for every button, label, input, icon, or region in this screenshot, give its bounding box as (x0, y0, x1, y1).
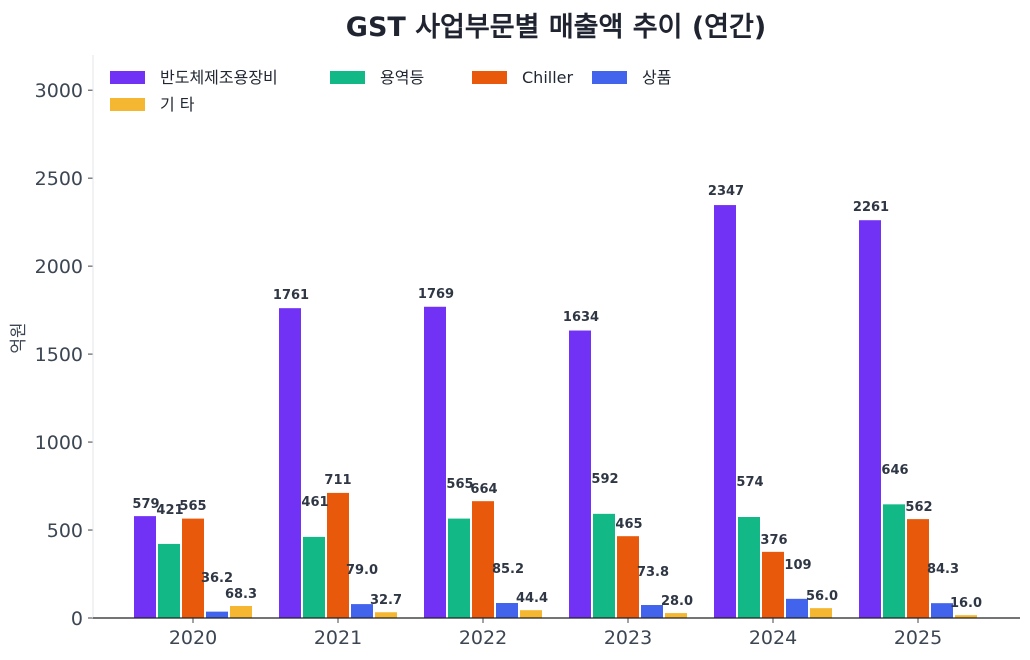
bar (665, 613, 687, 618)
bar (351, 604, 373, 618)
legend-label: Chiller (522, 68, 573, 87)
bar (134, 516, 156, 618)
data-label: 664 (470, 482, 497, 497)
x-tick-label: 2022 (459, 627, 507, 649)
bar (593, 513, 615, 618)
data-label: 461 (301, 495, 328, 510)
bars-layer (134, 205, 977, 618)
y-tick-label: 1000 (35, 432, 83, 454)
bar (641, 605, 663, 618)
data-label: 16.0 (950, 596, 982, 611)
x-tick-label: 2023 (604, 627, 652, 649)
chart-title: GST 사업부문별 매출액 추이 (연간) (346, 12, 766, 43)
legend: 반도체제조용장비 용역등 Chiller 상품기 타 (110, 68, 671, 114)
bar (472, 501, 494, 618)
y-tick-label: 2500 (35, 168, 83, 190)
y-tick-label: 500 (47, 520, 83, 542)
bar (786, 598, 808, 618)
bar (279, 308, 301, 618)
bar (520, 610, 542, 618)
legend-swatch (110, 98, 145, 111)
data-label: 56.0 (806, 589, 838, 604)
data-label: 79.0 (346, 563, 378, 578)
bar (617, 536, 639, 618)
legend-swatch (110, 71, 145, 84)
data-label: 109 (784, 558, 811, 573)
x-tick-label: 2024 (749, 627, 797, 649)
data-label: 68.3 (225, 587, 257, 602)
legend-swatch (592, 71, 627, 84)
data-label: 2261 (853, 200, 889, 215)
bar (738, 517, 760, 618)
data-label: 73.8 (637, 565, 669, 580)
data-label: 32.7 (370, 593, 402, 608)
data-label: 1634 (563, 310, 599, 325)
bar (931, 603, 953, 618)
data-label: 28.0 (661, 594, 693, 609)
bar (182, 518, 204, 618)
data-label: 579 (132, 497, 159, 512)
bar (448, 518, 470, 618)
y-tick-label: 3000 (35, 80, 83, 102)
y-axis-label: 억원 (9, 322, 29, 353)
x-tick-label: 2025 (894, 627, 942, 649)
bar (424, 306, 446, 618)
bar (569, 330, 591, 618)
legend-swatch (472, 71, 507, 84)
bar (810, 608, 832, 618)
data-label: 592 (591, 472, 618, 487)
y-tick-label: 1500 (35, 344, 83, 366)
data-label: 565 (446, 477, 473, 492)
bar (714, 205, 736, 618)
data-label: 421 (156, 503, 183, 518)
data-label: 44.4 (516, 591, 548, 606)
data-label: 36.2 (201, 571, 233, 586)
bar (206, 611, 228, 618)
bar (303, 536, 325, 618)
bar (375, 612, 397, 618)
data-label: 2347 (708, 184, 744, 199)
x-axis-ticks: 2020 2021 2022 2023 2024 2025 (169, 618, 942, 649)
data-label: 646 (881, 463, 908, 478)
x-tick-label: 2021 (314, 627, 362, 649)
legend-label: 기 타 (160, 95, 195, 114)
data-label: 574 (736, 475, 763, 490)
y-tick-label: 2000 (35, 256, 83, 278)
x-tick-label: 2020 (169, 627, 217, 649)
data-labels-layer: 579 1761 1769 1634 2347 2261 421 461 565 592 574 64… (132, 184, 982, 611)
legend-label: 상품 (642, 68, 671, 87)
bar (496, 603, 518, 618)
legend-label: 반도체제조용장비 (160, 68, 278, 87)
data-label: 562 (905, 500, 932, 515)
y-axis-ticks: 0 500 1000 1500 2000 2500 3000 (35, 80, 93, 630)
y-tick-label: 0 (71, 608, 83, 630)
bar (907, 519, 929, 618)
bar (158, 543, 180, 618)
axes (92, 55, 1020, 619)
bar (327, 492, 349, 618)
data-label: 1769 (418, 287, 454, 302)
bar (762, 551, 784, 618)
bar (955, 615, 977, 618)
data-label: 85.2 (492, 562, 524, 577)
bar (883, 504, 905, 618)
bar (859, 220, 881, 618)
legend-label: 용역등 (380, 68, 424, 87)
data-label: 376 (760, 533, 787, 548)
legend-swatch (330, 71, 365, 84)
data-label: 1761 (273, 288, 309, 303)
data-label: 711 (324, 473, 351, 488)
data-label: 84.3 (927, 562, 959, 577)
data-label: 565 (179, 499, 206, 514)
bar (230, 605, 252, 618)
data-label: 465 (615, 517, 642, 532)
